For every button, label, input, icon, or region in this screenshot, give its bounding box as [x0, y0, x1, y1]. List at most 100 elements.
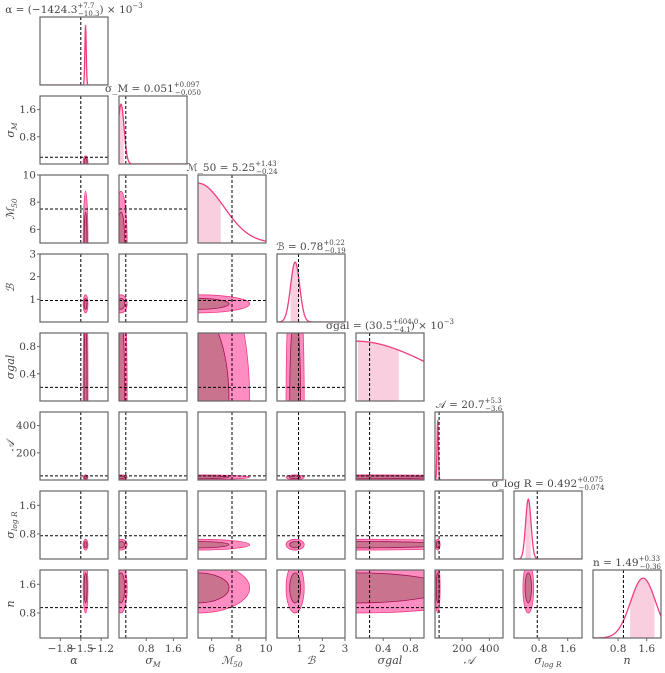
- title-name: σgal = (: [326, 320, 369, 332]
- y-axis-label-sub: 50: [10, 198, 19, 208]
- panel-content: [356, 570, 424, 638]
- panel-frame: [118, 332, 188, 402]
- panel-content: [198, 175, 266, 243]
- title-exponent: −3: [132, 2, 142, 10]
- marginal-title: ℬ = 0.78+0.22 −0.19: [276, 239, 346, 255]
- title-value: 0.051: [144, 83, 174, 95]
- panel-6-4: [355, 490, 425, 560]
- y-tick-label: 1.6: [19, 579, 36, 591]
- panel-6-1: [118, 490, 188, 560]
- panel-frame: [197, 490, 267, 560]
- panel-frame: [197, 332, 267, 402]
- y-axis-label: ℬ: [4, 282, 17, 292]
- marginal-curve: [119, 103, 187, 164]
- y-tick-label: 1: [29, 294, 36, 306]
- contour-68: [289, 475, 301, 480]
- credible-interval-fill: [119, 104, 124, 164]
- x-tick-label: 200: [452, 643, 472, 655]
- x-axis-label-main: ℬ: [307, 654, 317, 667]
- panel-frame: [39, 490, 109, 560]
- panel-content: [277, 333, 345, 401]
- contour-68: [356, 541, 424, 549]
- x-tick-label: 1: [296, 643, 303, 655]
- y-tick-label: 8: [29, 197, 36, 209]
- panel-frame: [197, 253, 267, 323]
- marginal-curve: [514, 498, 582, 559]
- y-tick-label: 0.8: [19, 528, 36, 540]
- contour-68: [356, 572, 424, 604]
- panel-4-1: [118, 332, 188, 402]
- y-axis-label-sub: log R: [10, 511, 19, 531]
- panel-frame: [118, 569, 188, 639]
- panel-3-0: 1 2 3: [29, 249, 109, 323]
- panel-content: [435, 491, 503, 559]
- diag-panel-3: [276, 253, 346, 323]
- panel-frame: [39, 332, 109, 402]
- diag-panel-7: 0.8 1.6: [592, 569, 662, 655]
- title-name: σ_M =: [105, 83, 144, 95]
- title-exponent: −3: [444, 318, 454, 326]
- y-tick-label: 1.6: [19, 104, 36, 116]
- title-name: 𝒜 =: [436, 399, 461, 411]
- title-value: −1424.3: [32, 4, 78, 16]
- panel-5-2: [197, 411, 267, 481]
- panel-5-0: 200 400: [16, 411, 109, 481]
- x-axis-label-sub: M: [152, 660, 161, 669]
- panel-7-3: 1 2 3: [276, 569, 348, 655]
- panel-7-0: 0.8 1.6 −1.8−1.5−1.2: [19, 569, 114, 655]
- panel-4-2: [197, 332, 267, 402]
- panel-content: [119, 96, 187, 164]
- y-axis-label: σgal: [4, 354, 17, 379]
- panel-6-0: 0.8 1.6: [19, 490, 109, 560]
- y-axis-label-main: ℬ: [4, 282, 17, 292]
- contour-68: [83, 541, 88, 549]
- panel-content: [119, 254, 187, 322]
- panel-frame: [118, 411, 188, 481]
- x-axis-label: ℬ: [307, 654, 317, 667]
- panel-4-3: [276, 332, 346, 402]
- title-plus: +0.33: [639, 555, 660, 563]
- title-minus: −10.3: [78, 10, 99, 18]
- panel-frame: [197, 411, 267, 481]
- panel-frame: [39, 16, 109, 86]
- panel-content: [277, 570, 345, 638]
- marginal-curve: [40, 25, 108, 85]
- panel-frame: [592, 569, 662, 639]
- panel-frame: [118, 490, 188, 560]
- marginal-title: n = 1.49+0.33 −0.36: [593, 555, 662, 571]
- panel-content: [593, 570, 661, 638]
- marginal-title: σgal = (30.5+604.0 −4.1) × 10−3: [326, 318, 454, 334]
- title-minus: −0.19: [324, 247, 345, 255]
- y-axis-label-main: n: [4, 600, 17, 607]
- title-minus: −0.36: [640, 563, 662, 571]
- x-axis-label: σM: [145, 654, 161, 669]
- panel-content: [40, 254, 108, 322]
- panel-frame: [118, 253, 188, 323]
- title-minus: −0.24: [256, 168, 278, 176]
- title-value: 20.7: [461, 399, 484, 411]
- panel-content: [40, 491, 108, 559]
- x-tick-label: 0.8: [138, 643, 155, 655]
- title-scale: ) × 10: [411, 320, 444, 332]
- title-minus: −4.1: [394, 326, 411, 334]
- x-axis-label-sub: log R: [542, 660, 562, 669]
- x-axis-label-main: σ: [534, 654, 542, 667]
- x-tick-label: 6: [208, 643, 215, 655]
- contour-68: [119, 572, 126, 604]
- panel-2-1: [118, 174, 188, 244]
- panel-frame: [513, 569, 583, 639]
- marginal-curve: [277, 261, 345, 322]
- panel-3-2: [197, 253, 267, 323]
- panel-6-5: [434, 490, 504, 560]
- panel-content: [514, 570, 582, 638]
- panel-7-4: 0.4 0.8: [355, 569, 425, 655]
- y-axis-label-sub: M: [10, 122, 19, 131]
- panel-frame: [276, 253, 346, 323]
- marginal-title: α = (−1424.3+7.7 −10.3) × 10−3: [5, 2, 143, 18]
- panel-content: [514, 491, 582, 559]
- contour-68: [119, 211, 126, 243]
- x-axis-label: n: [623, 654, 630, 667]
- panel-content: [277, 412, 345, 480]
- panel-6-2: [197, 490, 267, 560]
